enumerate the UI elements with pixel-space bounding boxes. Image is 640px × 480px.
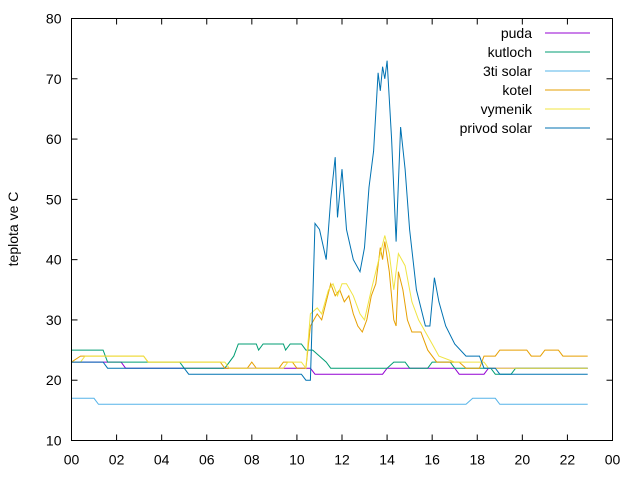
series-line-3 (71, 241, 588, 369)
legend-label-5: privod solar (460, 120, 533, 136)
x-tick-label: 08 (244, 452, 260, 468)
x-tick-label: 16 (424, 452, 440, 468)
legend-label-4: vymenik (481, 101, 533, 117)
series-layer (71, 60, 588, 405)
legend-label-2: 3ti solar (483, 63, 532, 79)
x-tick-label: 04 (154, 452, 170, 468)
y-tick-label: 30 (46, 312, 62, 328)
y-axis-label: teplota ve C (5, 192, 21, 267)
series-line-4 (71, 235, 588, 370)
y-tick-label: 50 (46, 191, 62, 207)
legend-label-3: kotel (502, 82, 532, 98)
x-tick-label: 14 (379, 452, 395, 468)
x-tick-label: 00 (605, 452, 621, 468)
series-line-5 (71, 60, 588, 381)
x-tick-label: 20 (515, 452, 531, 468)
legend: puda kutloch 3ti solar kotel vymenik privod s… (460, 25, 590, 136)
legend-label-0: puda (501, 25, 532, 41)
series-line-2 (71, 397, 588, 405)
y-tick-label: 40 (46, 252, 62, 268)
axis-ticks: 10 20 30 40 50 60 70 80 00 02 04 06 08 10 12 14 16 18 20 22… (46, 11, 621, 468)
series-line-1 (71, 343, 588, 375)
x-tick-label: 02 (109, 452, 125, 468)
x-tick-label: 10 (289, 452, 305, 468)
y-tick-label: 20 (46, 372, 62, 388)
legend-label-1: kutloch (488, 44, 532, 60)
y-tick-label: 10 (46, 433, 62, 449)
x-tick-label: 00 (64, 452, 80, 468)
x-tick-label: 06 (199, 452, 215, 468)
x-tick-label: 22 (560, 452, 576, 468)
y-tick-label: 60 (46, 131, 62, 147)
y-tick-label: 70 (46, 71, 62, 87)
y-tick-label: 80 (46, 11, 62, 27)
x-tick-label: 12 (334, 452, 350, 468)
x-tick-label: 18 (469, 452, 485, 468)
